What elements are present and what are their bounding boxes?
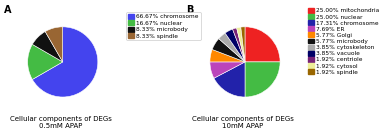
Text: Cellular components of DEGs
0.5mM APAP: Cellular components of DEGs 0.5mM APAP	[10, 116, 112, 129]
Wedge shape	[237, 27, 245, 62]
Legend: 66.67% chromosome, 16.67% nuclear, 8.33% microbody, 8.33% spindle: 66.67% chromosome, 16.67% nuclear, 8.33%…	[126, 12, 201, 40]
Wedge shape	[245, 62, 280, 97]
Legend: 25.00% mitochondria, 25.00% nuclear, 17.31% chromosome, 7.69% ER, 5.77% Golgi, 5: 25.00% mitochondria, 25.00% nuclear, 17.…	[307, 7, 381, 76]
Text: B: B	[186, 5, 194, 15]
Wedge shape	[219, 33, 245, 62]
Wedge shape	[241, 27, 245, 62]
Wedge shape	[245, 27, 280, 62]
Wedge shape	[32, 27, 98, 97]
Wedge shape	[214, 62, 245, 97]
Wedge shape	[225, 29, 245, 62]
Wedge shape	[45, 27, 63, 62]
Wedge shape	[210, 62, 245, 78]
Wedge shape	[210, 50, 245, 62]
Wedge shape	[33, 31, 63, 62]
Wedge shape	[212, 39, 245, 62]
Wedge shape	[27, 44, 63, 79]
Text: A: A	[4, 5, 11, 15]
Text: Cellular components of DEGs
10mM APAP: Cellular components of DEGs 10mM APAP	[192, 116, 294, 129]
Wedge shape	[232, 28, 245, 62]
